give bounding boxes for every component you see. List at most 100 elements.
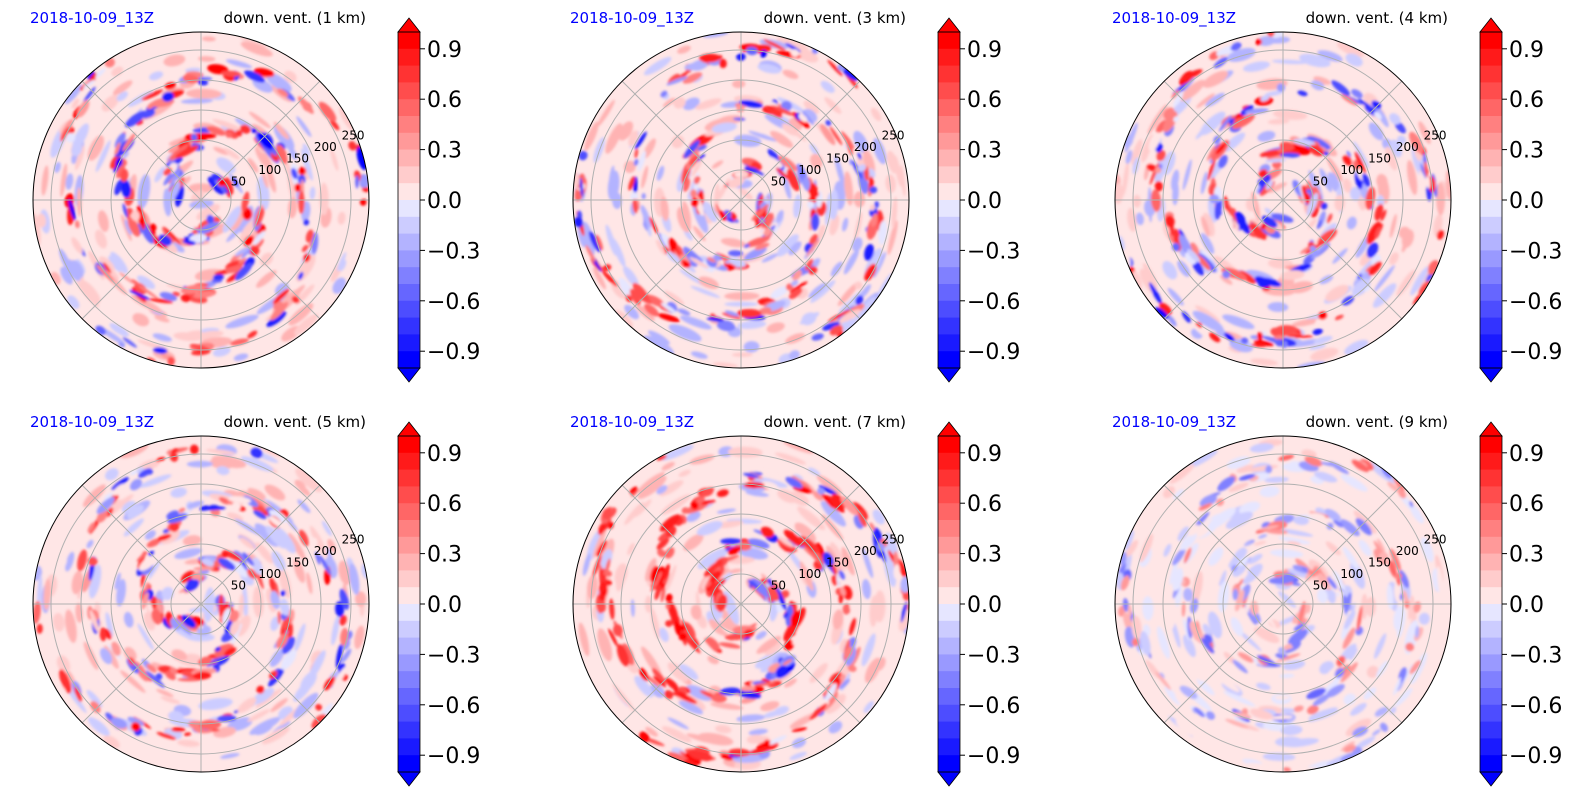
field-cell: [836, 572, 840, 587]
field-cell: [150, 596, 158, 609]
field-cell: [871, 107, 882, 122]
field-cell: [634, 131, 647, 150]
field-cell: [806, 239, 820, 257]
colorbar-level: [1480, 637, 1502, 655]
field-cell: [711, 160, 724, 169]
colorbar-level: [398, 604, 420, 622]
field-cell: [1346, 216, 1357, 230]
field-cell: [697, 548, 728, 570]
field-cell: [682, 178, 691, 192]
field-cell: [65, 551, 75, 572]
field-cell: [1219, 275, 1233, 285]
field-cell: [1415, 625, 1420, 639]
field-cell: [818, 485, 838, 496]
field-cell: [681, 507, 689, 514]
field-cell: [186, 460, 213, 468]
field-cell: [293, 558, 306, 583]
field-cell: [720, 538, 741, 545]
colorbar-level: [398, 637, 420, 655]
field-cell: [131, 279, 141, 287]
field-cell: [284, 161, 292, 177]
field-cell: [251, 557, 263, 575]
field-cell: [602, 508, 613, 520]
field-cell: [1218, 115, 1232, 132]
field-cell: [786, 168, 800, 192]
field-cell: [844, 171, 854, 206]
field-cell: [737, 308, 762, 318]
field-cell: [129, 290, 151, 301]
field-cell: [288, 532, 306, 561]
field-cell: [656, 537, 670, 550]
field-cell: [693, 225, 706, 242]
field-cell: [688, 155, 699, 166]
colorbar-level: [938, 300, 960, 318]
colorbar-level: [1480, 233, 1502, 251]
field-cell: [244, 70, 266, 83]
colorbar-extend-high: [397, 17, 421, 33]
field-cell: [287, 519, 298, 532]
field-cell: [109, 323, 129, 337]
field-cell: [666, 251, 681, 264]
field-cell: [777, 489, 798, 504]
field-cell: [178, 507, 186, 513]
field-cell: [1314, 313, 1335, 327]
field-cell: [643, 56, 672, 76]
field-cell: [667, 662, 689, 682]
colorbar-level: [938, 553, 960, 571]
field-cell: [330, 148, 339, 171]
field-cell: [1334, 314, 1344, 321]
field-cell: [288, 303, 314, 326]
field-cell: [287, 171, 296, 200]
field-cell: [1183, 618, 1190, 641]
field-cell: [783, 611, 789, 619]
field-cell: [1405, 642, 1415, 652]
field-cell: [173, 332, 202, 342]
field-cell: [278, 144, 287, 156]
field-cell: [235, 262, 253, 281]
field-cell: [661, 494, 691, 515]
field-cell: [1264, 90, 1284, 97]
field-cell: [1225, 200, 1238, 223]
field-cell: [1273, 109, 1308, 120]
colorbar-level: [398, 755, 420, 773]
field-cell: [1207, 159, 1216, 181]
colorbar-tick-label: 0.6: [967, 88, 1002, 113]
field-cell: [1401, 239, 1408, 253]
field-cell: [1156, 626, 1171, 659]
field-cell: [747, 579, 759, 589]
field-cell: [629, 288, 641, 306]
field-cell: [225, 314, 259, 329]
field-cell: [1266, 36, 1291, 44]
field-cell: [151, 608, 162, 625]
colorbar-level: [1480, 436, 1502, 454]
field-cell: [77, 549, 88, 572]
field-cell: [114, 572, 121, 590]
colorbar-tick-label: 0.9: [427, 442, 462, 467]
field-cell: [1436, 229, 1444, 240]
field-cell: [1409, 504, 1424, 524]
field-cell: [678, 663, 699, 680]
field-cell: [842, 217, 849, 232]
field-cell: [1374, 707, 1389, 717]
field-cell: [775, 587, 787, 611]
field-cell: [1258, 525, 1279, 531]
colorbar-level: [938, 520, 960, 538]
field-cell: [1326, 522, 1334, 530]
field-cell: [1239, 501, 1261, 515]
colorbar-tick-label: −0.6: [967, 694, 1020, 719]
colorbar-level: [1480, 520, 1502, 538]
polar-panel-4: 50 100 150 200 250 2018-10-09_13Z down. vent. …: [30, 413, 370, 773]
ring-label: 50: [1313, 175, 1328, 189]
colorbar-level: [1480, 604, 1502, 622]
field-cell: [1124, 530, 1134, 551]
field-cell: [782, 659, 793, 666]
field-cell: [820, 123, 836, 146]
ring-label: 250: [342, 129, 365, 143]
field-cell: [277, 88, 289, 97]
field-cell: [1206, 711, 1215, 720]
field-cell: [116, 164, 126, 179]
field-cell: [1310, 242, 1330, 260]
field-cell: [189, 343, 210, 352]
colorbar-level: [1480, 755, 1502, 773]
field-cell: [256, 270, 277, 288]
